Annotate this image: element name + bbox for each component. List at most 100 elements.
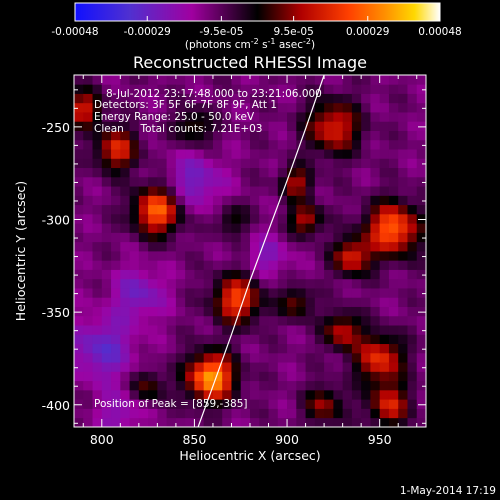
- heatmap-cell: [407, 167, 418, 178]
- heatmap-cell: [92, 241, 103, 252]
- heatmap-cell: [194, 389, 205, 400]
- heatmap-cell: [166, 93, 177, 104]
- heatmap-cell: [361, 158, 371, 169]
- heatmap-cell: [314, 389, 325, 400]
- heatmap-cell: [398, 93, 408, 104]
- heatmap-cell: [148, 149, 158, 159]
- heatmap-cell: [287, 232, 297, 243]
- heatmap-cell: [166, 84, 177, 94]
- heatmap-cell: [194, 167, 205, 178]
- heatmap-cell: [212, 288, 223, 298]
- heatmap-cell: [296, 232, 306, 243]
- heatmap-cell: [342, 84, 353, 94]
- heatmap-cell: [148, 232, 158, 243]
- heatmap-cell: [296, 213, 306, 224]
- heatmap-cell: [370, 315, 381, 326]
- heatmap-cell: [314, 269, 325, 280]
- heatmap-cell: [175, 251, 186, 261]
- heatmap-cell: [370, 102, 381, 113]
- heatmap-cell: [361, 389, 371, 400]
- heatmap-cell: [259, 232, 269, 243]
- heatmap-cell: [185, 241, 195, 252]
- heatmap-cell: [379, 84, 390, 94]
- heatmap-cell: [92, 75, 103, 85]
- heatmap-cell: [342, 149, 353, 159]
- heatmap-cell: [111, 93, 121, 104]
- heatmap-cell: [250, 399, 260, 409]
- heatmap-cell: [148, 158, 158, 169]
- heatmap-cell: [166, 158, 177, 169]
- heatmap-cell: [120, 362, 130, 372]
- heatmap-cell: [268, 112, 279, 122]
- heatmap-cell: [287, 297, 297, 307]
- heatmap-cell: [148, 84, 158, 94]
- x-tick-label: 800: [90, 432, 114, 447]
- heatmap-cell: [166, 389, 177, 400]
- heatmap-cell: [277, 102, 288, 113]
- heatmap-cell: [277, 75, 288, 85]
- heatmap-cell: [305, 84, 316, 94]
- heatmap-cell: [370, 204, 381, 215]
- heatmap-cell: [222, 93, 232, 104]
- heatmap-cell: [361, 315, 371, 326]
- heatmap-cell: [240, 102, 251, 113]
- heatmap-cell: [333, 84, 344, 94]
- heatmap-cell: [250, 297, 260, 307]
- heatmap-cell: [333, 362, 344, 372]
- heatmap-cell: [259, 371, 269, 382]
- heatmap-cell: [277, 297, 288, 307]
- heatmap-cell: [222, 306, 232, 317]
- heatmap-cell: [240, 195, 251, 206]
- heatmap-cell: [129, 75, 140, 85]
- heatmap-cell: [342, 343, 353, 354]
- heatmap-cell: [324, 325, 334, 335]
- heatmap-cell: [111, 371, 121, 382]
- heatmap-cell: [240, 269, 251, 280]
- heatmap-cell: [175, 112, 186, 122]
- heatmap-cell: [398, 176, 408, 187]
- heatmap-cell: [194, 121, 205, 131]
- heatmap-cell: [129, 389, 140, 400]
- heatmap-cell: [129, 371, 140, 382]
- heatmap-cell: [314, 306, 325, 317]
- heatmap-cell: [203, 297, 214, 307]
- heatmap-cell: [194, 399, 205, 409]
- heatmap-cell: [379, 149, 390, 159]
- heatmap-cell: [361, 130, 371, 141]
- heatmap-cell: [212, 158, 223, 169]
- annotation-time-range: 8-Jul-2012 23:17:48.000 to 23:21:06.000: [106, 88, 322, 100]
- heatmap-cell: [92, 204, 103, 215]
- heatmap-cell: [277, 306, 288, 317]
- heatmap-cell: [166, 362, 177, 372]
- heatmap-cell: [92, 232, 103, 243]
- heatmap-cell: [379, 315, 390, 326]
- heatmap-cell: [101, 232, 112, 243]
- heatmap-cell: [287, 352, 297, 363]
- heatmap-cell: [129, 158, 140, 169]
- heatmap-cell: [194, 269, 205, 280]
- heatmap-cell: [398, 408, 408, 419]
- heatmap-cell: [287, 223, 297, 233]
- heatmap-cell: [351, 343, 362, 354]
- colorbar-unit-label: (photons cm-2 s-1 asec-2): [185, 37, 315, 51]
- heatmap-cell: [361, 167, 371, 178]
- heatmap-cell: [185, 93, 195, 104]
- heatmap-cell: [203, 176, 214, 187]
- heatmap-cell: [111, 158, 121, 169]
- heatmap-cell: [398, 112, 408, 122]
- heatmap-cell: [83, 325, 93, 335]
- heatmap-cell: [361, 102, 371, 113]
- heatmap-cell: [101, 389, 112, 400]
- heatmap-cell: [175, 195, 186, 206]
- heatmap-cell: [240, 112, 251, 122]
- heatmap-cell: [314, 417, 325, 427]
- heatmap-cell: [120, 241, 130, 252]
- heatmap-cell: [314, 371, 325, 382]
- heatmap-cell: [324, 288, 334, 298]
- heatmap-cell: [101, 112, 112, 122]
- heatmap-cell: [166, 186, 177, 196]
- heatmap-cell: [92, 343, 103, 354]
- heatmap-cell: [351, 278, 362, 289]
- heatmap-cell: [287, 380, 297, 391]
- heatmap-cell: [240, 204, 251, 215]
